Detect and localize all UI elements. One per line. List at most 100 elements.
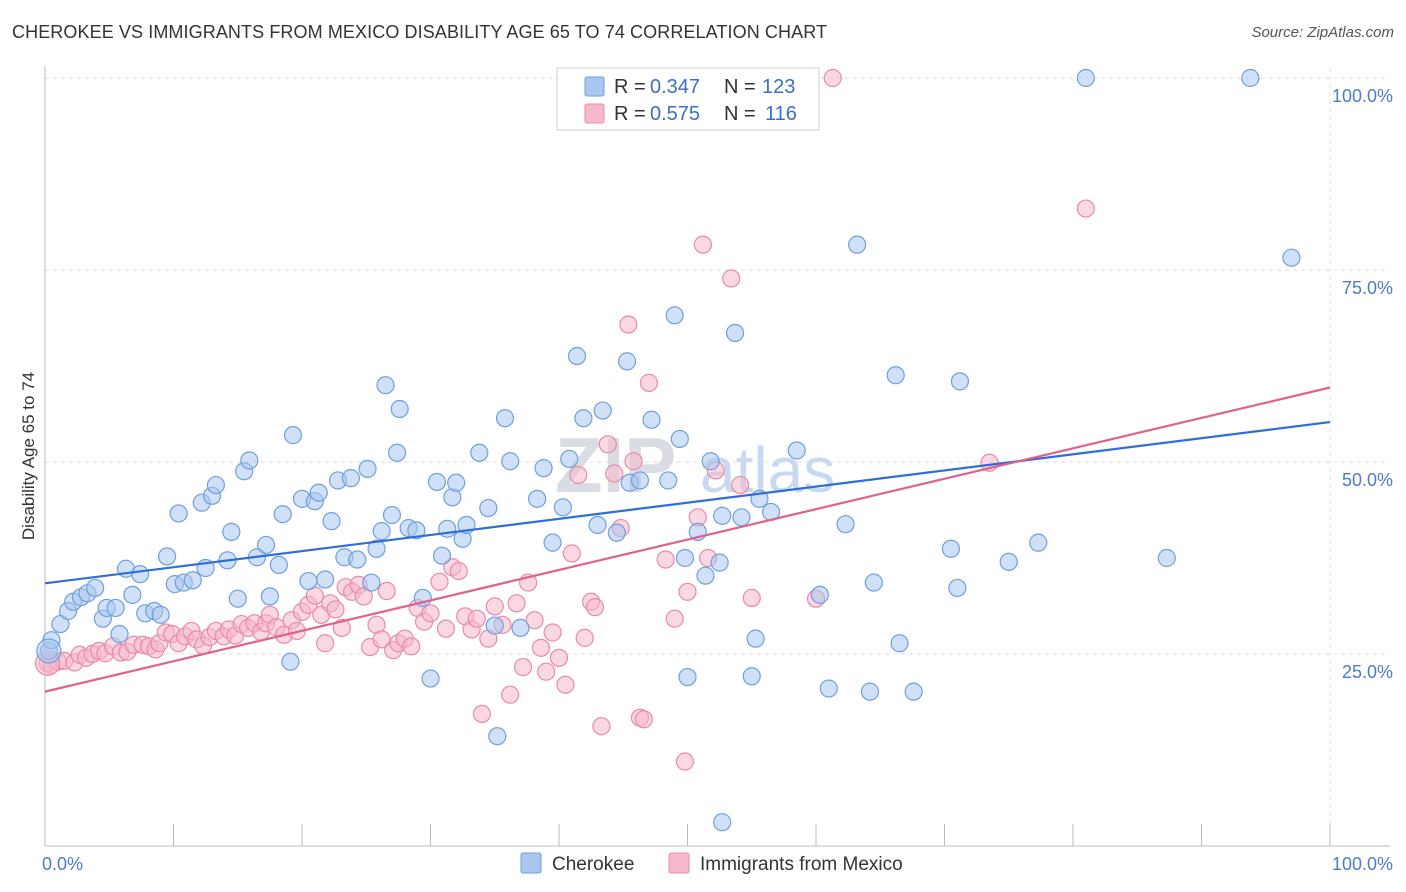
cherokee-point xyxy=(407,521,426,540)
cherokee-point xyxy=(390,399,409,419)
mexico-point xyxy=(326,600,345,619)
mexico-point xyxy=(742,588,761,608)
cherokee-point xyxy=(860,682,880,701)
cherokee-point xyxy=(309,483,328,502)
watermark: ZIP atlas xyxy=(555,421,835,509)
legend-r-value-1: 0.347 xyxy=(650,76,700,98)
cherokee-point xyxy=(810,585,829,604)
cherokee-point xyxy=(1029,533,1048,552)
cherokee-point xyxy=(588,515,607,535)
legend-n-value-1: 123 xyxy=(762,76,795,98)
cherokee-point xyxy=(1076,68,1095,88)
mexico-point xyxy=(656,550,675,569)
cherokee-point xyxy=(642,410,661,429)
cherokee-point xyxy=(110,624,129,644)
bottom-legend-swatch-cherokee xyxy=(520,852,542,874)
cherokee-point xyxy=(86,578,105,598)
bottom-legend-cherokee: Cherokee xyxy=(552,854,634,875)
mexico-point xyxy=(354,587,373,606)
legend-n-label-1: N = xyxy=(724,76,756,98)
cherokee-point xyxy=(948,578,967,598)
cherokee-point xyxy=(240,451,259,470)
cherokee-point xyxy=(819,679,838,698)
cherokee-point xyxy=(348,550,367,569)
cherokee-point xyxy=(746,629,765,648)
cherokee-point xyxy=(836,515,855,534)
mexico-point xyxy=(1076,199,1095,218)
cherokee-point xyxy=(362,573,381,592)
mexico-point xyxy=(513,657,533,677)
cherokee-point xyxy=(1282,248,1301,267)
legend-n-value-2: 116 xyxy=(765,103,797,125)
axes xyxy=(44,66,1390,847)
mexico-point xyxy=(592,717,611,736)
mexico-point xyxy=(543,623,562,642)
cherokee-point xyxy=(421,669,440,688)
cherokee-point xyxy=(387,443,407,462)
cherokee-point xyxy=(488,727,507,746)
cherokee-point xyxy=(470,443,489,462)
y-tick-labels: 25.0% 50.0% 75.0% 100.0% xyxy=(1332,86,1393,682)
cherokee-point xyxy=(678,667,697,687)
cherokee-point xyxy=(787,441,806,460)
mexico-point xyxy=(449,561,468,581)
cherokee-point xyxy=(574,409,593,428)
cherokee-point xyxy=(283,426,303,445)
cherokee-point xyxy=(713,813,732,832)
mexico-point xyxy=(823,68,842,88)
bottom-legend: Cherokee Immigrants from Mexico xyxy=(520,852,903,875)
cherokee-point xyxy=(273,505,292,524)
cherokee-point xyxy=(742,667,761,686)
legend-r-label-2: R = xyxy=(614,103,646,125)
y-tick-label: 75.0% xyxy=(1342,278,1393,298)
chart-source: Source: ZipAtlas.com xyxy=(1251,24,1394,41)
cherokee-point xyxy=(106,598,125,618)
cherokee-point xyxy=(675,548,695,568)
cherokee-point xyxy=(382,505,402,525)
cherokee-point xyxy=(886,366,905,385)
mexico-point xyxy=(525,611,544,630)
mexico-point xyxy=(562,544,581,563)
legend: R = 0.347 N = 123 R = 0.575 N = 116 xyxy=(556,67,820,131)
legend-swatch-cherokee xyxy=(584,76,605,97)
cherokee-point xyxy=(618,352,637,371)
mexico-point xyxy=(537,662,556,681)
cherokee-point xyxy=(607,523,626,542)
mexico-point xyxy=(377,581,396,601)
bottom-legend-mexico: Immigrants from Mexico xyxy=(700,854,903,875)
cherokee-point xyxy=(659,471,678,490)
mexico-point xyxy=(693,235,713,254)
cherokee-point xyxy=(130,565,150,584)
cherokee-point-large xyxy=(36,638,62,664)
cherokee-point xyxy=(151,605,170,624)
legend-r-value-2: 0.575 xyxy=(650,103,700,125)
x-tick-labels: 0.0% 100.0% xyxy=(42,854,1393,874)
cherokee-point xyxy=(485,616,504,635)
mexico-point xyxy=(332,618,351,637)
cherokee-point xyxy=(665,306,684,325)
mexico-point xyxy=(731,475,750,495)
cherokee-point xyxy=(358,459,377,479)
cherokee-point xyxy=(848,235,867,254)
cherokee-point xyxy=(701,452,720,471)
series-cherokee xyxy=(36,68,1301,832)
cherokee-point xyxy=(260,587,279,606)
mexico-point xyxy=(585,598,605,617)
cherokee-point xyxy=(1241,68,1260,88)
mexico-point xyxy=(316,634,335,653)
mexico-point xyxy=(678,582,697,601)
cherokee-point xyxy=(222,522,241,541)
cherokee-point xyxy=(501,452,520,471)
cherokee-point xyxy=(553,498,572,517)
trend-lines xyxy=(44,386,1331,693)
cherokee-point xyxy=(696,566,715,585)
cherokee-point xyxy=(904,682,923,701)
cherokee-point xyxy=(495,409,515,428)
y-axis-title: Disability Age 65 to 74 xyxy=(19,372,38,540)
cherokee-point xyxy=(999,552,1018,571)
mexico-point xyxy=(402,637,421,656)
mexico-point xyxy=(421,604,440,623)
grid-lines xyxy=(45,68,1390,846)
mexico-point xyxy=(722,269,741,288)
